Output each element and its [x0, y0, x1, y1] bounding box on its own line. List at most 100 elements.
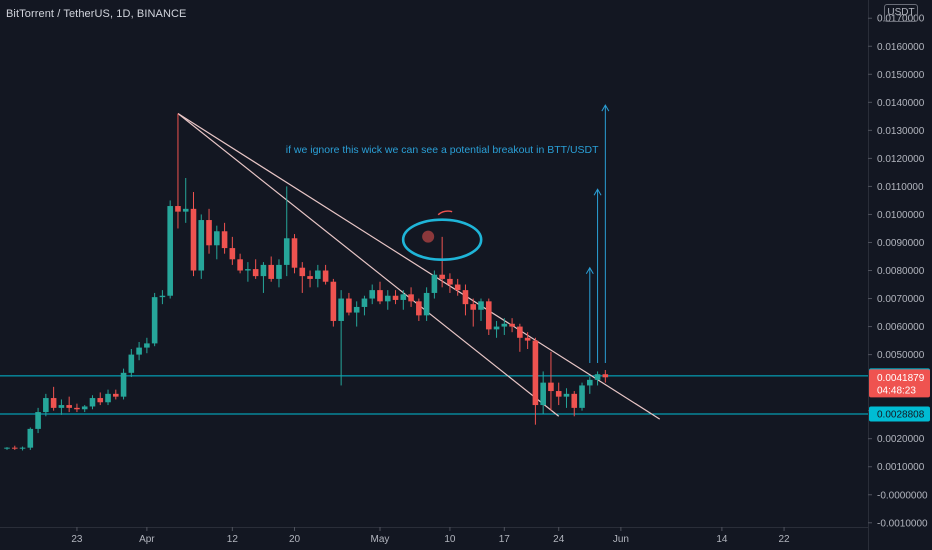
candle-body [299, 267, 306, 277]
candle [182, 178, 189, 223]
candle [377, 281, 383, 305]
candle-body [439, 274, 445, 279]
candle [594, 371, 601, 386]
candle [416, 298, 422, 321]
candle [120, 368, 127, 400]
candle [43, 393, 49, 417]
candle-body [322, 270, 329, 282]
up-arrow [593, 188, 602, 364]
candle-body [485, 301, 492, 330]
x-tick-label: 12 [227, 534, 239, 545]
candle-body [283, 238, 290, 265]
candle-body [594, 374, 601, 380]
candle [50, 386, 57, 411]
x-tick-label: May [371, 534, 390, 545]
candle [237, 253, 243, 274]
candle-body [353, 306, 360, 313]
candle [555, 382, 562, 406]
up-arrow-head [593, 188, 602, 196]
horizontal-lines-layer [0, 375, 868, 415]
candle [517, 323, 523, 352]
candle [423, 287, 430, 321]
candle [454, 278, 461, 296]
up-arrow [585, 266, 594, 364]
y-tick-label: -0.0000000 [877, 490, 928, 501]
candle [35, 407, 41, 434]
candle-body [151, 297, 158, 344]
y-tick-label: 0.0010000 [877, 462, 925, 473]
candle [509, 318, 515, 333]
candle [89, 395, 96, 410]
candle [563, 388, 570, 408]
candle [338, 290, 344, 386]
candle [175, 113, 181, 229]
x-tick-label: Apr [139, 534, 155, 545]
candle [19, 446, 26, 451]
candle [245, 262, 251, 282]
candle-body [563, 393, 570, 397]
candle [330, 278, 337, 327]
candle-body [198, 220, 205, 271]
annotations-layer: if we ignore this wick we can see a pote… [286, 104, 610, 364]
candle-body [361, 298, 368, 307]
candle-body [532, 340, 539, 406]
candle-body [245, 269, 251, 271]
candle [190, 192, 197, 277]
y-tick-label: 0.0170000 [877, 14, 925, 25]
y-tick-label: 0.0150000 [877, 70, 925, 81]
candle-body [27, 428, 34, 448]
up-arrow [601, 104, 610, 364]
x-tick-label: 24 [553, 534, 565, 545]
x-tick-label: 23 [71, 534, 83, 545]
y-tick-label: 0.0080000 [877, 266, 925, 277]
candle-body [74, 407, 80, 410]
candle-body [447, 278, 453, 285]
last-price-countdown: 04:48:23 [877, 385, 916, 396]
candle [268, 256, 274, 282]
candle-body [462, 290, 469, 305]
candle [346, 292, 352, 316]
y-tick-label: 0.0140000 [877, 98, 925, 109]
candle-body [330, 281, 337, 321]
candle [353, 301, 360, 327]
y-axis: 0.0170000 0.0160000 0.0150000 0.0140000 0.01… [868, 0, 932, 550]
candle-body [369, 290, 376, 299]
candle [431, 270, 438, 299]
candle-body [66, 405, 72, 408]
candle [587, 377, 593, 394]
candle [315, 264, 321, 288]
candle-body [338, 298, 344, 321]
level-price-tag-text: 0.0028808 [877, 410, 925, 421]
candle-body [260, 264, 267, 277]
candle [548, 351, 554, 411]
candle-body [58, 405, 65, 408]
candle-body [276, 264, 282, 279]
candle [198, 214, 205, 279]
candle-body [35, 412, 41, 429]
candle [97, 392, 104, 406]
candle [369, 284, 376, 305]
highlight-dot [422, 230, 435, 243]
candle [81, 405, 88, 413]
candle-body [416, 301, 422, 316]
candle-body [587, 379, 593, 386]
candle-body [501, 323, 508, 327]
candle-body [175, 206, 181, 212]
candle-body [540, 382, 546, 406]
candle [501, 318, 508, 335]
candle [74, 403, 80, 413]
candle-body [182, 208, 189, 212]
x-tick-label: 17 [499, 534, 511, 545]
currency-badge[interactable]: USDT [884, 4, 918, 22]
candle-body [144, 343, 150, 348]
candle [167, 200, 173, 299]
candle [144, 337, 150, 354]
candle-body [221, 231, 228, 249]
candle-body [431, 274, 438, 293]
candle [112, 389, 119, 400]
candle-body [229, 248, 236, 260]
x-axis: 23 Apr 12 20 May 10 17 24 Jun 14 22 [0, 527, 868, 545]
